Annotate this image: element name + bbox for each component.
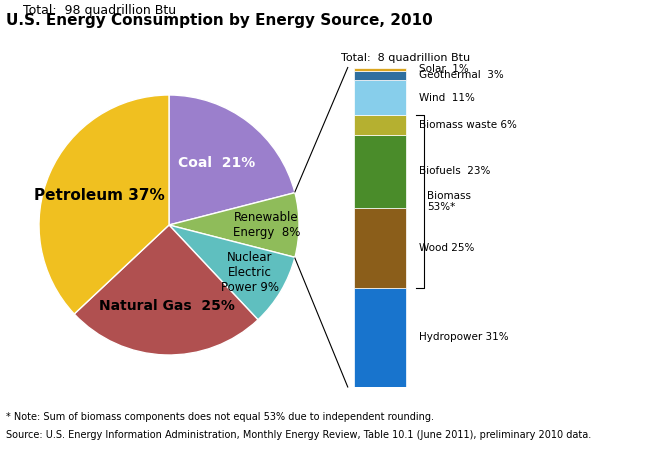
Text: Biofuels  23%: Biofuels 23% bbox=[419, 166, 491, 176]
Wedge shape bbox=[39, 95, 169, 314]
Text: Nuclear
Electric
Power 9%: Nuclear Electric Power 9% bbox=[220, 251, 279, 294]
Text: Biomass
53%*: Biomass 53%* bbox=[427, 191, 471, 212]
Wedge shape bbox=[169, 95, 295, 225]
Text: Solar  1%: Solar 1% bbox=[419, 64, 469, 74]
Bar bbox=[354, 208, 406, 288]
Bar bbox=[354, 115, 406, 135]
Text: * Note: Sum of biomass components does not equal 53% due to independent rounding: * Note: Sum of biomass components does n… bbox=[6, 412, 434, 422]
Text: Total:  8 quadrillion Btu: Total: 8 quadrillion Btu bbox=[341, 53, 471, 63]
Bar bbox=[354, 80, 406, 115]
Text: Biomass waste 6%: Biomass waste 6% bbox=[419, 120, 517, 130]
Text: Natural Gas  25%: Natural Gas 25% bbox=[99, 298, 235, 313]
Bar bbox=[354, 135, 406, 208]
Bar bbox=[354, 288, 406, 387]
Text: Petroleum 37%: Petroleum 37% bbox=[34, 188, 165, 203]
Text: Total:  98 quadrillion Btu: Total: 98 quadrillion Btu bbox=[23, 4, 176, 17]
Text: U.S. Energy Consumption by Energy Source, 2010: U.S. Energy Consumption by Energy Source… bbox=[6, 14, 434, 28]
Text: Wind  11%: Wind 11% bbox=[419, 93, 475, 103]
Text: Wood 25%: Wood 25% bbox=[419, 243, 474, 253]
Text: Geothermal  3%: Geothermal 3% bbox=[419, 71, 504, 81]
Text: Hydropower 31%: Hydropower 31% bbox=[419, 333, 509, 342]
Text: Source: U.S. Energy Information Administration, Monthly Energy Review, Table 10.: Source: U.S. Energy Information Administ… bbox=[6, 430, 592, 440]
Bar bbox=[354, 71, 406, 80]
Wedge shape bbox=[74, 225, 258, 355]
Text: Coal  21%: Coal 21% bbox=[178, 156, 255, 171]
Wedge shape bbox=[169, 193, 299, 257]
Bar bbox=[354, 68, 406, 71]
Wedge shape bbox=[169, 225, 295, 320]
Text: Renewable
Energy  8%: Renewable Energy 8% bbox=[233, 211, 300, 239]
